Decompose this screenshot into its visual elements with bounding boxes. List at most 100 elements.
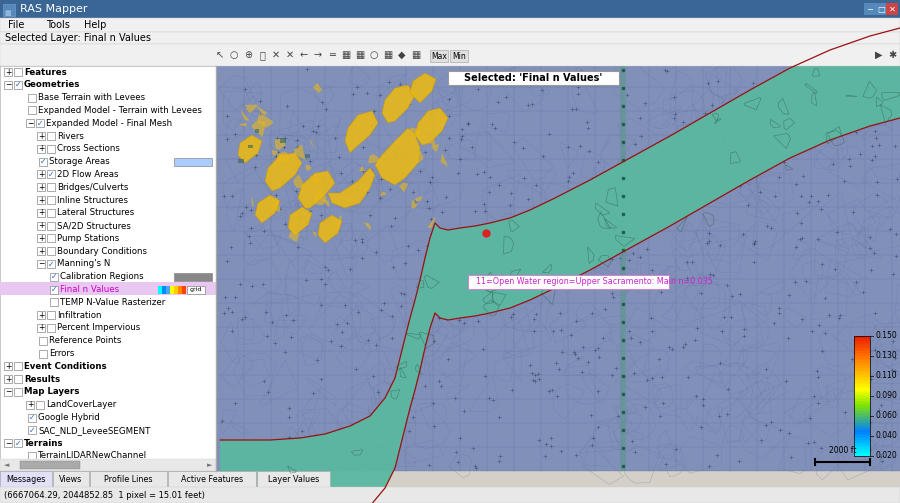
Bar xyxy=(174,286,178,294)
Bar xyxy=(3,4,15,16)
Bar xyxy=(854,451,870,453)
Bar xyxy=(854,342,870,344)
Text: grid: grid xyxy=(190,287,203,292)
Text: Layer Values: Layer Values xyxy=(268,474,319,483)
Text: ✓: ✓ xyxy=(51,272,58,281)
Bar xyxy=(854,369,870,371)
Bar xyxy=(255,129,259,133)
Bar xyxy=(854,376,870,378)
Bar xyxy=(37,196,45,204)
Bar xyxy=(854,361,870,363)
Bar xyxy=(854,379,870,381)
Text: ▦: ▦ xyxy=(356,50,364,60)
Bar xyxy=(854,364,870,366)
Bar xyxy=(854,389,870,391)
Bar xyxy=(854,427,870,429)
Bar xyxy=(854,367,870,369)
Bar xyxy=(0,0,900,18)
Bar xyxy=(47,234,55,242)
Bar xyxy=(39,157,47,165)
Bar xyxy=(854,386,870,388)
Text: ✓: ✓ xyxy=(15,439,22,448)
Bar xyxy=(37,171,45,179)
Bar xyxy=(26,401,34,409)
Bar xyxy=(854,392,870,394)
Text: Help: Help xyxy=(84,20,106,30)
Polygon shape xyxy=(431,144,439,151)
Text: Active Features: Active Features xyxy=(181,474,243,483)
Bar xyxy=(257,471,329,487)
Bar xyxy=(854,448,870,450)
Text: SA/2D Structures: SA/2D Structures xyxy=(57,221,130,230)
Bar xyxy=(854,382,870,384)
Text: Max: Max xyxy=(431,51,447,60)
Bar xyxy=(854,432,870,434)
Polygon shape xyxy=(380,192,386,196)
Bar xyxy=(28,452,36,460)
Text: Selected: 'Final n Values': Selected: 'Final n Values' xyxy=(464,72,602,82)
Bar xyxy=(174,273,212,281)
Polygon shape xyxy=(321,199,329,207)
Text: ↖: ↖ xyxy=(216,50,224,60)
Bar xyxy=(217,66,900,471)
Text: Google Hybrid: Google Hybrid xyxy=(38,413,100,422)
Text: RAS Mapper: RAS Mapper xyxy=(20,4,87,14)
Bar xyxy=(854,345,870,347)
Polygon shape xyxy=(368,154,382,163)
Text: 0.090: 0.090 xyxy=(875,391,897,400)
Bar xyxy=(166,286,170,294)
Text: Messages: Messages xyxy=(6,474,46,483)
Bar xyxy=(20,461,80,469)
Polygon shape xyxy=(312,83,322,93)
Polygon shape xyxy=(364,223,371,231)
Bar xyxy=(0,459,216,471)
Text: ▦: ▦ xyxy=(383,50,392,60)
Polygon shape xyxy=(414,196,422,201)
Bar xyxy=(854,373,870,375)
Bar xyxy=(854,435,870,437)
Bar xyxy=(854,409,870,411)
Polygon shape xyxy=(305,164,311,171)
Bar xyxy=(37,324,45,332)
Text: Terrains: Terrains xyxy=(24,439,64,448)
Bar xyxy=(854,391,870,393)
Text: ▦: ▦ xyxy=(341,50,351,60)
Polygon shape xyxy=(410,127,421,137)
Text: Event Conditions: Event Conditions xyxy=(24,362,106,371)
Bar xyxy=(854,339,870,341)
Polygon shape xyxy=(256,113,274,128)
Bar xyxy=(4,375,12,383)
Polygon shape xyxy=(382,85,415,123)
Bar xyxy=(854,438,870,440)
Text: +: + xyxy=(38,183,44,192)
Text: −: − xyxy=(38,260,44,269)
Polygon shape xyxy=(293,174,305,188)
Text: 0.040: 0.040 xyxy=(875,432,897,441)
Bar xyxy=(50,286,58,294)
Bar xyxy=(52,471,88,487)
Bar xyxy=(854,436,870,438)
Bar xyxy=(620,66,626,471)
Bar xyxy=(26,119,34,127)
Bar xyxy=(854,351,870,353)
Polygon shape xyxy=(415,149,424,163)
Bar xyxy=(39,337,47,345)
Bar xyxy=(47,222,55,229)
Bar xyxy=(14,388,22,396)
Bar xyxy=(0,282,216,295)
Bar xyxy=(854,346,870,348)
Text: Storage Areas: Storage Areas xyxy=(49,157,110,166)
Bar xyxy=(854,439,870,441)
FancyBboxPatch shape xyxy=(467,275,669,289)
Bar xyxy=(854,413,870,415)
Bar xyxy=(854,426,870,428)
Bar xyxy=(39,350,47,358)
Polygon shape xyxy=(277,151,289,162)
Polygon shape xyxy=(411,201,417,209)
Text: Min: Min xyxy=(452,51,466,60)
Text: 2000 ft: 2000 ft xyxy=(829,446,856,455)
Bar xyxy=(4,388,12,396)
Bar xyxy=(47,132,55,140)
Bar xyxy=(37,222,45,229)
Bar xyxy=(47,247,55,255)
